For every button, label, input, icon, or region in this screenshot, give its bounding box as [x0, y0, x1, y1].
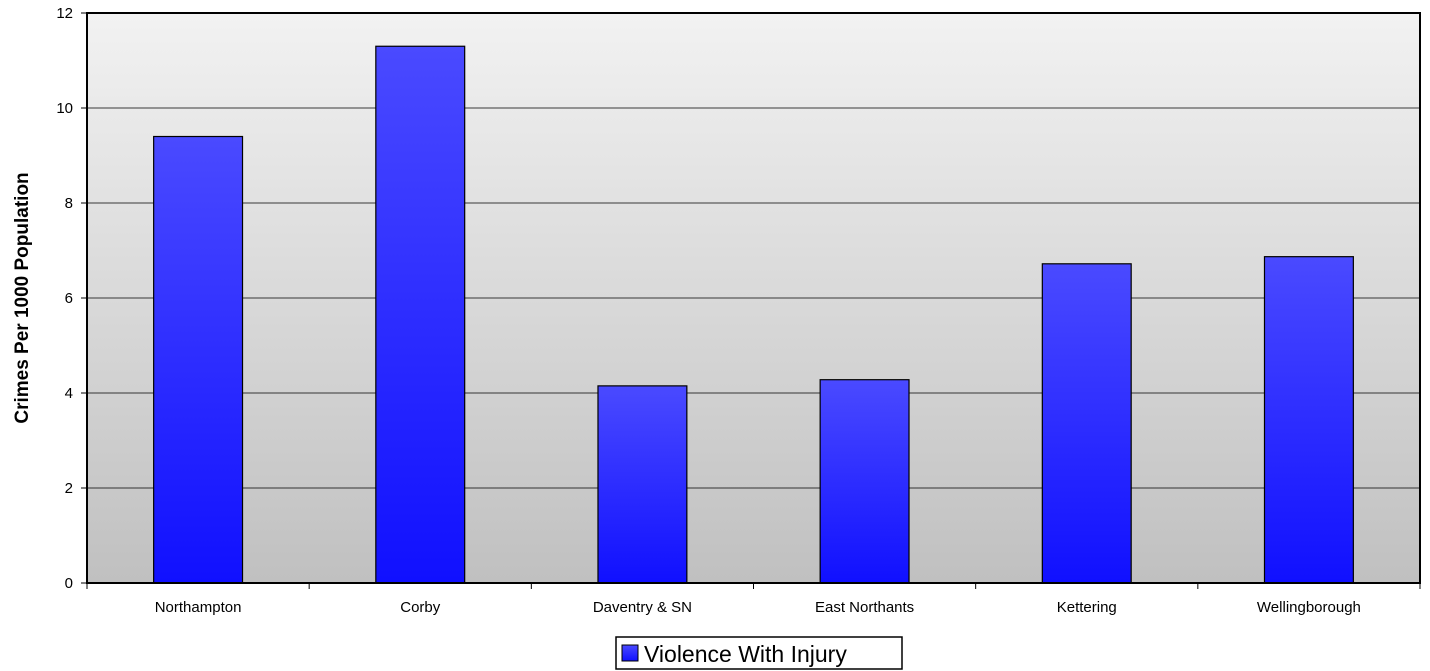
- y-tick-label: 8: [65, 195, 73, 212]
- bars: [153, 45, 1354, 584]
- y-tick-label: 2: [65, 480, 73, 497]
- bar-corby: [375, 45, 466, 584]
- bar-east-northants: [819, 379, 910, 584]
- legend-label-violence-with-injury: Violence With Injury: [644, 641, 847, 667]
- x-category-label: Corby: [400, 599, 441, 616]
- legend: Violence With Injury: [615, 636, 903, 670]
- legend-box: [615, 636, 903, 670]
- y-tick-label: 12: [56, 5, 73, 22]
- bar-wellingborough: [1263, 256, 1354, 584]
- y-tick-label: 10: [56, 100, 73, 117]
- y-axis-ticks: 0 2 4 6 8 10 12: [56, 5, 87, 592]
- x-category-label: Daventry & SN: [593, 599, 692, 616]
- x-category-label: East Northants: [815, 599, 914, 616]
- gridlines: [87, 107, 1420, 489]
- legend-swatch-violence-with-injury: [621, 644, 639, 662]
- bar-northampton: [153, 135, 244, 584]
- bar-daventry-sn: [597, 385, 688, 584]
- y-axis-title: Crimes Per 1000 Population: [12, 172, 33, 423]
- x-category-label: Northampton: [155, 599, 242, 616]
- x-category-label: Kettering: [1057, 599, 1117, 616]
- x-category-label: Wellingborough: [1257, 599, 1361, 616]
- y-tick-label: 6: [65, 290, 73, 307]
- y-tick-label: 0: [65, 575, 73, 592]
- y-tick-label: 4: [65, 385, 73, 402]
- bar-kettering: [1041, 263, 1132, 584]
- x-axis-ticks: Northampton Corby Daventry & SN East Northa…: [86, 583, 1421, 616]
